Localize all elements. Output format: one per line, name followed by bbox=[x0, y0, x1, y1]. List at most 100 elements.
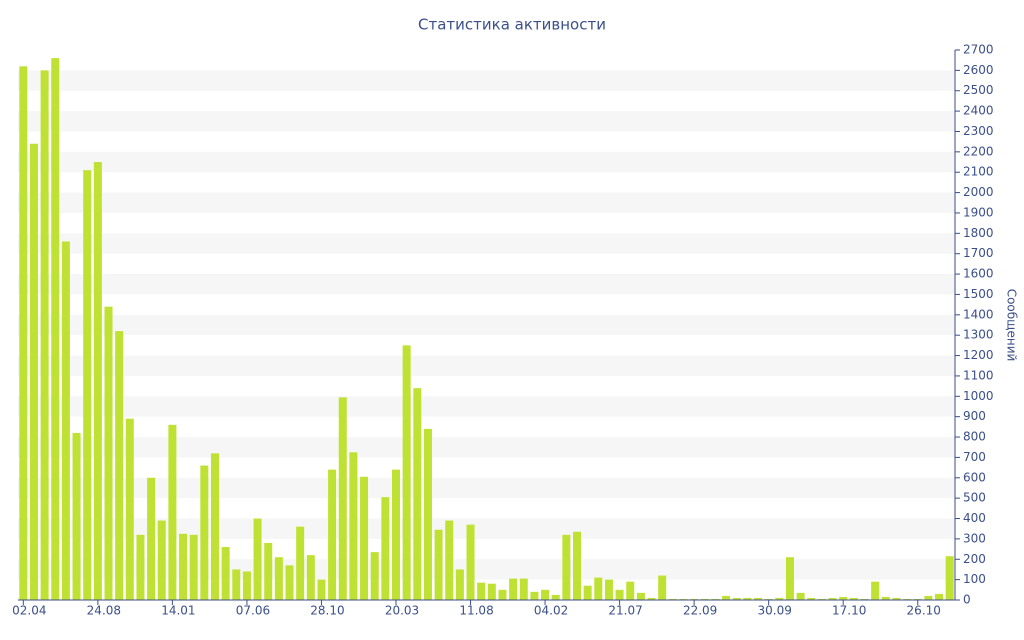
bar bbox=[839, 596, 848, 600]
y-tick-label: 100 bbox=[963, 572, 986, 586]
y-tick-label: 200 bbox=[963, 552, 986, 566]
y-tick-label: 1000 bbox=[963, 389, 994, 403]
bar bbox=[253, 518, 262, 600]
y-tick-label: 1500 bbox=[963, 287, 994, 301]
bar bbox=[402, 345, 411, 600]
y-tick-label: 1100 bbox=[963, 368, 994, 382]
bar bbox=[541, 589, 550, 600]
bar bbox=[93, 162, 102, 600]
bar bbox=[317, 579, 326, 600]
bar bbox=[200, 465, 209, 600]
grid-band bbox=[18, 518, 955, 539]
y-tick-label: 2000 bbox=[963, 185, 994, 199]
bar bbox=[871, 581, 880, 600]
bar bbox=[147, 477, 156, 600]
bar bbox=[647, 597, 656, 600]
y-tick-label: 2500 bbox=[963, 83, 994, 97]
bar bbox=[903, 598, 912, 600]
bar bbox=[860, 598, 869, 600]
bar bbox=[743, 597, 752, 600]
bar bbox=[604, 579, 613, 600]
bar bbox=[711, 598, 720, 600]
y-tick-label: 700 bbox=[963, 450, 986, 464]
grid-band bbox=[18, 355, 955, 376]
y-tick-label: 900 bbox=[963, 409, 986, 423]
grid-band bbox=[18, 274, 955, 295]
grid-band bbox=[18, 477, 955, 499]
bar bbox=[104, 306, 113, 600]
bar bbox=[594, 577, 603, 600]
bar bbox=[551, 594, 560, 600]
bar bbox=[285, 565, 294, 600]
grid-band bbox=[18, 437, 955, 458]
x-tick-label: 02.04 bbox=[12, 604, 46, 618]
bar bbox=[19, 66, 28, 601]
bar bbox=[328, 469, 337, 600]
y-tick-label: 1400 bbox=[963, 307, 994, 321]
bar bbox=[189, 534, 198, 600]
bar bbox=[732, 597, 741, 600]
bar bbox=[807, 597, 816, 600]
y-tick-label: 2300 bbox=[963, 124, 994, 138]
bar bbox=[626, 581, 635, 600]
bar bbox=[423, 428, 432, 600]
x-tick-label: 07.06 bbox=[236, 604, 270, 618]
bar bbox=[210, 453, 219, 600]
y-tick-label: 1900 bbox=[963, 205, 994, 219]
bar bbox=[935, 593, 944, 600]
bar bbox=[391, 469, 400, 600]
bar bbox=[221, 547, 230, 600]
y-axis-label: Сообщений bbox=[1005, 289, 1019, 362]
y-tick-label: 800 bbox=[963, 430, 986, 444]
bar bbox=[360, 476, 369, 600]
bar bbox=[668, 598, 677, 600]
bar bbox=[498, 589, 507, 600]
bar bbox=[125, 418, 134, 600]
x-tick-label: 28.10 bbox=[310, 604, 344, 618]
x-tick-label: 24.08 bbox=[87, 604, 121, 618]
y-tick-label: 2400 bbox=[963, 104, 994, 118]
y-tick-label: 600 bbox=[963, 470, 986, 484]
x-tick-label: 26.10 bbox=[907, 604, 941, 618]
y-tick-label: 1300 bbox=[963, 328, 994, 342]
bar bbox=[434, 529, 443, 600]
bar bbox=[83, 170, 92, 600]
x-tick-label: 14.01 bbox=[161, 604, 195, 618]
bar bbox=[157, 520, 166, 600]
bar bbox=[381, 497, 390, 600]
y-tick-label: 2700 bbox=[963, 43, 994, 57]
x-tick-label: 30.09 bbox=[757, 604, 791, 618]
bar bbox=[764, 598, 773, 600]
bar bbox=[232, 569, 241, 600]
x-tick-label: 11.08 bbox=[459, 604, 493, 618]
grid-band bbox=[18, 559, 955, 580]
bar bbox=[658, 575, 667, 600]
bar bbox=[754, 597, 763, 600]
bar bbox=[583, 585, 592, 600]
bar bbox=[796, 592, 805, 600]
bar bbox=[179, 533, 188, 600]
grid-band bbox=[18, 111, 955, 132]
bar bbox=[136, 534, 145, 600]
chart-title: Статистика активности bbox=[418, 16, 606, 34]
bar bbox=[573, 531, 582, 600]
bar bbox=[562, 534, 571, 600]
bar bbox=[168, 424, 177, 600]
bar bbox=[487, 583, 496, 600]
grid-band bbox=[18, 70, 955, 91]
bar bbox=[828, 597, 837, 600]
y-tick-label: 1200 bbox=[963, 348, 994, 362]
grid-band bbox=[18, 151, 955, 173]
bar bbox=[849, 597, 858, 600]
bar bbox=[679, 598, 688, 600]
x-tick-label: 17.10 bbox=[832, 604, 866, 618]
bar bbox=[413, 388, 422, 600]
y-tick-label: 1800 bbox=[963, 226, 994, 240]
bar bbox=[370, 552, 379, 600]
bar bbox=[264, 542, 273, 600]
bar bbox=[477, 582, 486, 600]
bar bbox=[785, 557, 794, 600]
y-tick-label: 300 bbox=[963, 531, 986, 545]
bar bbox=[115, 331, 124, 600]
